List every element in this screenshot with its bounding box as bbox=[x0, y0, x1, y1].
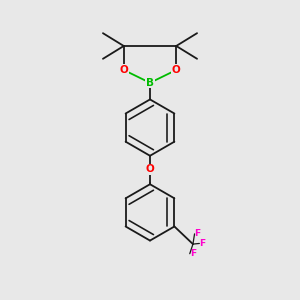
Text: B: B bbox=[146, 78, 154, 88]
Text: F: F bbox=[200, 239, 206, 248]
Text: O: O bbox=[119, 65, 128, 75]
Text: O: O bbox=[146, 164, 154, 174]
Text: O: O bbox=[172, 65, 181, 75]
Text: F: F bbox=[190, 249, 196, 258]
Text: F: F bbox=[195, 230, 201, 238]
